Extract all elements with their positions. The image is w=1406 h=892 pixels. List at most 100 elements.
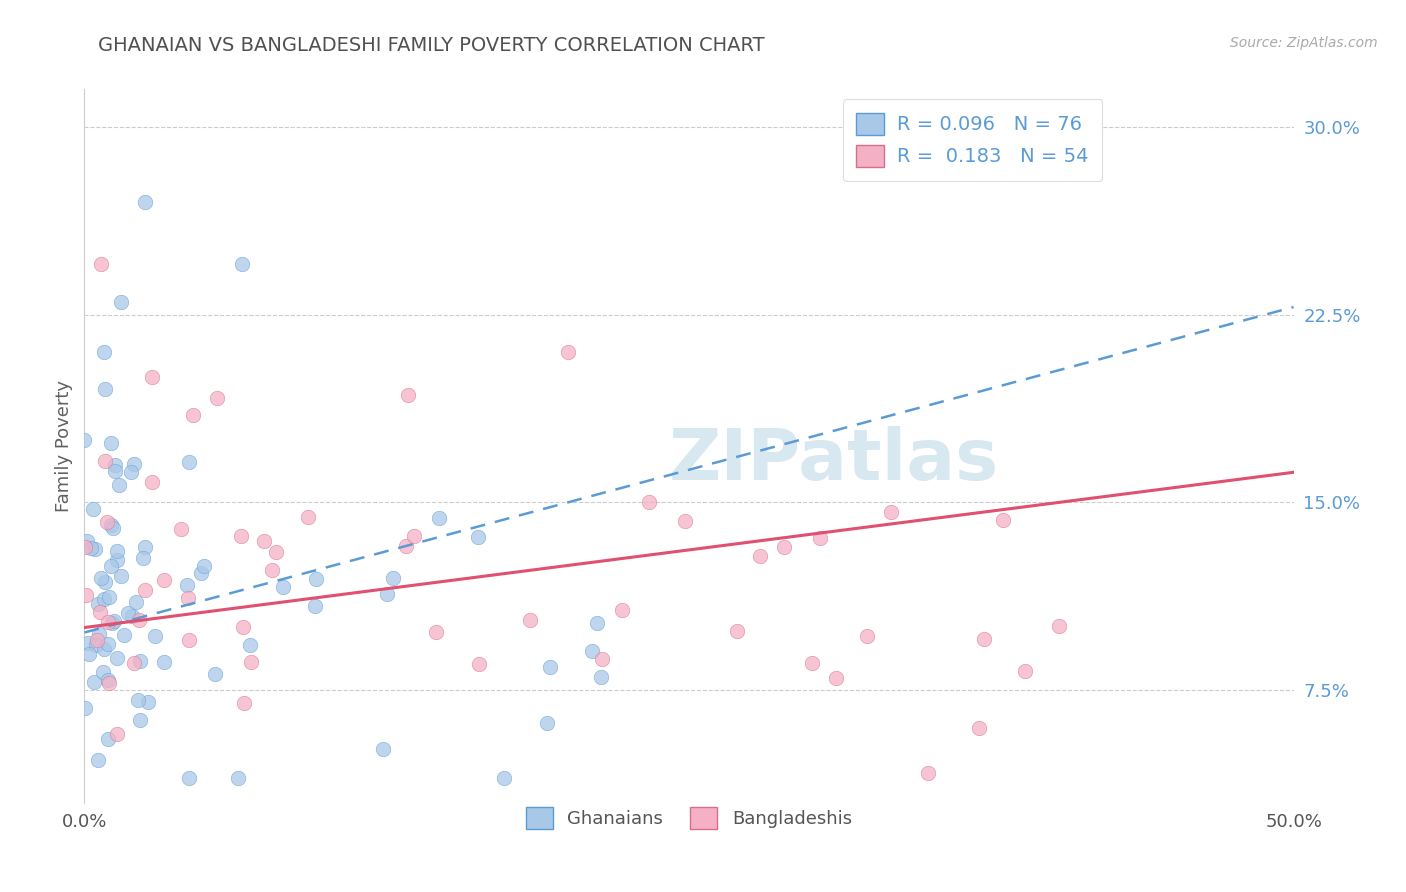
Point bbox=[100, 436, 122, 450]
Point bbox=[880, 505, 903, 519]
Point bbox=[97, 731, 120, 746]
Point bbox=[108, 478, 131, 492]
Point bbox=[83, 542, 105, 557]
Point bbox=[427, 511, 450, 525]
Point bbox=[748, 549, 770, 563]
Point bbox=[773, 540, 796, 554]
Point bbox=[93, 382, 115, 396]
Point bbox=[97, 590, 120, 604]
Point bbox=[96, 516, 118, 530]
Point bbox=[129, 713, 152, 727]
Point bbox=[125, 595, 148, 609]
Legend: Ghanaians, Bangladeshis: Ghanaians, Bangladeshis bbox=[512, 793, 866, 844]
Point bbox=[100, 559, 122, 574]
Point bbox=[170, 522, 193, 536]
Point bbox=[536, 716, 558, 731]
Point bbox=[381, 571, 404, 585]
Text: Source: ZipAtlas.com: Source: ZipAtlas.com bbox=[1230, 36, 1378, 50]
Point bbox=[110, 569, 132, 583]
Point bbox=[127, 692, 149, 706]
Point bbox=[122, 458, 145, 472]
Point bbox=[638, 495, 661, 509]
Point bbox=[591, 651, 613, 665]
Point bbox=[91, 665, 114, 679]
Point bbox=[94, 454, 117, 468]
Point bbox=[134, 194, 156, 209]
Point bbox=[395, 539, 418, 553]
Point bbox=[232, 619, 254, 633]
Point bbox=[177, 455, 200, 469]
Point bbox=[239, 655, 262, 669]
Point bbox=[97, 615, 120, 629]
Point bbox=[82, 502, 104, 516]
Point bbox=[97, 673, 120, 687]
Point bbox=[105, 553, 128, 567]
Point bbox=[117, 606, 139, 620]
Point bbox=[264, 545, 287, 559]
Point bbox=[87, 597, 110, 611]
Point bbox=[104, 458, 127, 472]
Point bbox=[673, 514, 696, 528]
Point bbox=[98, 676, 121, 690]
Point bbox=[132, 551, 155, 566]
Point bbox=[808, 531, 831, 545]
Point bbox=[610, 603, 633, 617]
Point bbox=[371, 742, 394, 756]
Point bbox=[153, 574, 176, 588]
Point bbox=[83, 675, 105, 690]
Point bbox=[1014, 665, 1036, 679]
Point bbox=[538, 660, 561, 674]
Point bbox=[824, 671, 846, 685]
Point bbox=[73, 540, 96, 554]
Point bbox=[917, 766, 939, 780]
Point bbox=[973, 632, 995, 646]
Point bbox=[177, 632, 200, 647]
Point bbox=[134, 583, 156, 598]
Point bbox=[101, 615, 124, 630]
Point bbox=[229, 529, 252, 543]
Text: GHANAIAN VS BANGLADESHI FAMILY POVERTY CORRELATION CHART: GHANAIAN VS BANGLADESHI FAMILY POVERTY C… bbox=[98, 36, 765, 54]
Point bbox=[967, 721, 990, 735]
Point bbox=[89, 605, 111, 619]
Point bbox=[93, 642, 115, 657]
Point bbox=[993, 513, 1015, 527]
Point bbox=[89, 627, 111, 641]
Point bbox=[492, 771, 515, 785]
Point bbox=[128, 654, 150, 668]
Point bbox=[93, 345, 115, 359]
Point bbox=[73, 433, 96, 447]
Point bbox=[181, 408, 204, 422]
Point bbox=[120, 465, 142, 479]
Point bbox=[375, 587, 398, 601]
Point bbox=[77, 647, 100, 661]
Point bbox=[800, 656, 823, 670]
Point bbox=[239, 638, 262, 652]
Point bbox=[232, 696, 254, 710]
Point bbox=[468, 657, 491, 671]
Point bbox=[121, 609, 143, 624]
Point bbox=[193, 559, 215, 574]
Point bbox=[105, 544, 128, 558]
Point bbox=[90, 570, 112, 584]
Point bbox=[231, 257, 253, 271]
Point bbox=[103, 614, 125, 628]
Point bbox=[467, 530, 489, 544]
Point bbox=[76, 534, 98, 549]
Point bbox=[84, 638, 107, 652]
Point bbox=[100, 518, 122, 533]
Point bbox=[177, 771, 200, 785]
Point bbox=[190, 566, 212, 581]
Point bbox=[141, 370, 163, 384]
Text: ZIPatlas: ZIPatlas bbox=[669, 425, 1000, 495]
Point bbox=[76, 636, 98, 650]
Point bbox=[519, 613, 541, 627]
Point bbox=[1047, 619, 1070, 633]
Point bbox=[557, 345, 579, 359]
Point bbox=[273, 580, 295, 594]
Point bbox=[177, 591, 200, 605]
Point bbox=[112, 627, 135, 641]
Point bbox=[586, 615, 609, 630]
Point bbox=[253, 534, 276, 549]
Point bbox=[75, 589, 97, 603]
Point bbox=[207, 391, 229, 405]
